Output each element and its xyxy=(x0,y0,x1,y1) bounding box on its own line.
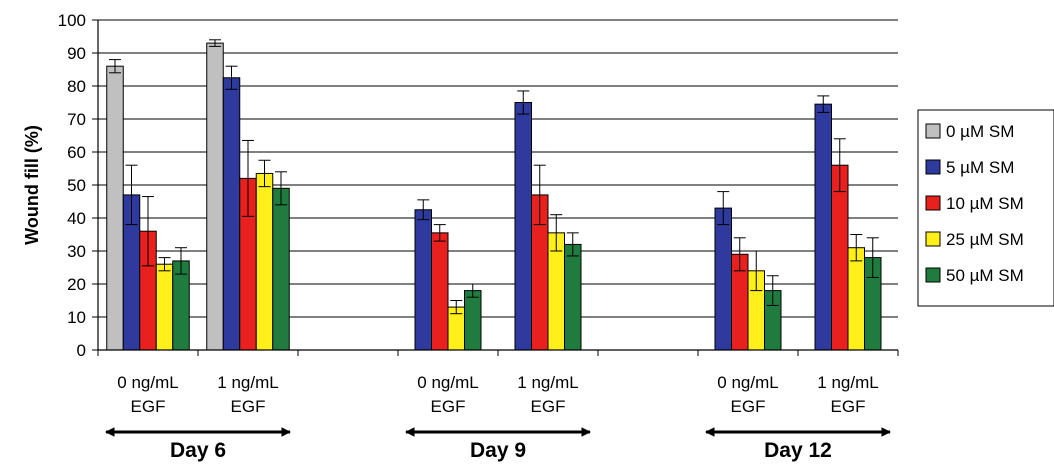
y-tick-label: 100 xyxy=(58,11,86,30)
x-category-label: 1 ng/mL xyxy=(517,373,578,392)
bar xyxy=(847,247,865,351)
x-category-label: 1 ng/mL xyxy=(817,373,878,392)
group-label: Day 9 xyxy=(470,439,526,462)
legend-swatch xyxy=(925,195,941,211)
legend: 0 µM SM 5 µM SM 10 µM SM 25 µM SM 50 µM SM xyxy=(917,109,1054,307)
legend-label: 10 µM SM xyxy=(946,194,1024,213)
group-labels: Day 6 Day 9 Day 12 xyxy=(105,427,891,462)
error-bars xyxy=(109,39,879,315)
bar xyxy=(464,290,482,351)
bars xyxy=(106,42,882,351)
y-tick-label: 0 xyxy=(77,341,86,360)
y-tick-label: 70 xyxy=(67,110,86,129)
x-category-label: EGF xyxy=(231,397,266,416)
bar xyxy=(414,209,432,351)
legend-label: 5 µM SM xyxy=(946,158,1014,177)
x-category-label: 0 ng/mL xyxy=(117,373,178,392)
group-label: Day 12 xyxy=(764,439,832,462)
axes xyxy=(92,19,899,356)
legend-swatch xyxy=(925,123,941,139)
bar xyxy=(155,263,174,351)
y-tick-label: 80 xyxy=(67,77,86,96)
bar xyxy=(564,243,582,351)
bar xyxy=(831,164,849,351)
legend-box xyxy=(917,109,1054,307)
y-axis-label: Wound fill (%) xyxy=(22,125,42,245)
bar xyxy=(714,207,732,351)
bar xyxy=(206,42,224,351)
y-tick-label: 40 xyxy=(67,209,86,228)
bar xyxy=(255,172,274,351)
legend-swatch xyxy=(925,231,941,247)
bar xyxy=(106,65,124,351)
bar xyxy=(431,232,449,351)
bar xyxy=(272,187,290,351)
y-tick-labels: 0 10 20 30 40 50 60 70 80 90 100 xyxy=(58,11,86,360)
legend-label: 0 µM SM xyxy=(946,122,1014,141)
x-category-label: EGF xyxy=(731,397,766,416)
legend-label: 50 µM SM xyxy=(946,266,1024,285)
y-tick-label: 90 xyxy=(67,44,86,63)
legend-label: 25 µM SM xyxy=(946,230,1024,249)
y-tick-label: 20 xyxy=(67,275,86,294)
x-category-label: EGF xyxy=(531,397,566,416)
bar xyxy=(814,103,832,351)
bar xyxy=(222,77,241,351)
y-tick-label: 60 xyxy=(67,143,86,162)
legend-swatch xyxy=(925,159,941,175)
bar xyxy=(514,102,532,351)
x-category-label: EGF xyxy=(131,397,166,416)
x-category-label: 0 ng/mL xyxy=(417,373,478,392)
x-category-label: 1 ng/mL xyxy=(217,373,278,392)
x-category-label: EGF xyxy=(831,397,866,416)
y-tick-label: 50 xyxy=(67,176,86,195)
x-category-labels: 0 ng/mL EGF 1 ng/mL EGF 0 ng/mL EGF 1 ng/mL EGF… xyxy=(117,373,878,416)
x-category-label: 0 ng/mL xyxy=(717,373,778,392)
group-label: Day 6 xyxy=(170,439,226,462)
legend-swatch xyxy=(925,267,941,283)
y-tick-label: 30 xyxy=(67,242,86,261)
x-category-label: EGF xyxy=(431,397,466,416)
y-tick-label: 10 xyxy=(67,308,86,327)
